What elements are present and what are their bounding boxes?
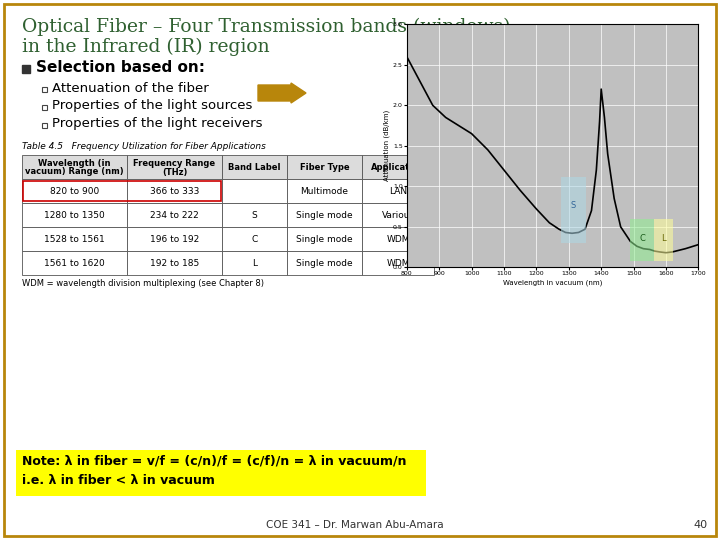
Text: 820 to 900: 820 to 900: [50, 186, 99, 195]
Text: 1280 to 1350: 1280 to 1350: [44, 211, 105, 219]
Text: (THz): (THz): [162, 167, 187, 177]
Text: 40: 40: [693, 520, 707, 530]
Bar: [22, 251, 127, 275]
Bar: [287, 251, 362, 275]
Bar: [22, 227, 127, 251]
Text: 4: 4: [472, 232, 480, 246]
Bar: [654, 219, 673, 261]
Bar: [561, 177, 586, 243]
Bar: [222, 251, 287, 275]
Text: WDM = wavelength division multiplexing (see Chapter 8): WDM = wavelength division multiplexing (…: [22, 279, 264, 288]
Text: Bandwidth, THz: Bandwidth, THz: [446, 160, 534, 170]
Text: 12: 12: [467, 208, 485, 222]
Text: Properties of the light receivers: Properties of the light receivers: [52, 118, 263, 131]
Text: L: L: [252, 259, 257, 267]
Bar: [22, 65, 30, 73]
Bar: [362, 179, 434, 203]
Text: Multimode: Multimode: [300, 186, 348, 195]
Text: Note: λ in fiber = v/f = (c/n)/f = (c/f)/n = λ in vacuum/n
i.e. λ in fiber < λ i: Note: λ in fiber = v/f = (c/n)/f = (c/f)…: [22, 455, 407, 487]
Text: Application: Application: [371, 163, 425, 172]
Text: S: S: [251, 211, 257, 219]
Bar: [16, 450, 426, 496]
Bar: [287, 155, 362, 179]
Bar: [222, 179, 287, 203]
Bar: [287, 203, 362, 227]
Text: Band Label: Band Label: [228, 163, 281, 172]
Bar: [42, 87, 47, 92]
Text: C: C: [639, 234, 645, 244]
Bar: [222, 203, 287, 227]
Bar: [42, 123, 47, 128]
Text: Single mode: Single mode: [296, 259, 353, 267]
Bar: [22, 179, 127, 203]
Text: Properties of the light sources: Properties of the light sources: [52, 99, 253, 112]
FancyArrow shape: [258, 83, 306, 103]
Text: Optical Fiber – Four Transmission bands (windows): Optical Fiber – Four Transmission bands …: [22, 18, 510, 36]
Text: 7: 7: [472, 256, 480, 270]
Text: Single mode: Single mode: [296, 234, 353, 244]
Bar: [362, 203, 434, 227]
Text: 1561 to 1620: 1561 to 1620: [44, 259, 105, 267]
Text: 1528 to 1561: 1528 to 1561: [44, 234, 105, 244]
Bar: [42, 105, 47, 110]
Text: Single mode: Single mode: [296, 211, 353, 219]
Y-axis label: Attenuation (dB/km): Attenuation (dB/km): [384, 110, 390, 181]
Text: Fiber Type: Fiber Type: [300, 163, 349, 172]
Text: Wavelength (in: Wavelength (in: [38, 159, 111, 167]
Text: 192 to 185: 192 to 185: [150, 259, 199, 267]
Text: 366 to 333: 366 to 333: [150, 186, 199, 195]
Bar: [362, 155, 434, 179]
Text: 234 to 222: 234 to 222: [150, 211, 199, 219]
Bar: [222, 155, 287, 179]
Bar: [287, 179, 362, 203]
Text: L: L: [661, 234, 666, 244]
Bar: [127, 155, 222, 179]
Text: 33: 33: [467, 184, 485, 198]
Text: S: S: [571, 201, 576, 210]
Bar: [362, 227, 434, 251]
Text: in the Infrared (IR) region: in the Infrared (IR) region: [22, 38, 269, 56]
Bar: [22, 155, 127, 179]
Text: Table 4.5   Frequency Utilization for Fiber Applications: Table 4.5 Frequency Utilization for Fibe…: [22, 142, 266, 151]
Text: LAN: LAN: [389, 186, 407, 195]
Bar: [362, 251, 434, 275]
Bar: [127, 179, 222, 203]
Text: Selection based on:: Selection based on:: [36, 60, 205, 76]
Bar: [23, 181, 221, 201]
Bar: [222, 227, 287, 251]
Bar: [127, 251, 222, 275]
Text: vacuum) Range (nm): vacuum) Range (nm): [25, 167, 124, 177]
Bar: [22, 203, 127, 227]
Text: Frequency Range: Frequency Range: [133, 159, 215, 167]
Text: COE 341 – Dr. Marwan Abu-Amara: COE 341 – Dr. Marwan Abu-Amara: [266, 520, 444, 530]
Bar: [287, 227, 362, 251]
Text: WDM: WDM: [386, 259, 410, 267]
Text: Various: Various: [382, 211, 415, 219]
Text: Attenuation of the fiber: Attenuation of the fiber: [52, 82, 209, 94]
Bar: [631, 219, 654, 261]
Text: 196 to 192: 196 to 192: [150, 234, 199, 244]
Bar: [127, 227, 222, 251]
X-axis label: Wavelength in vacuum (nm): Wavelength in vacuum (nm): [503, 279, 603, 286]
Text: C: C: [251, 234, 258, 244]
Bar: [127, 203, 222, 227]
Text: WDM: WDM: [386, 234, 410, 244]
